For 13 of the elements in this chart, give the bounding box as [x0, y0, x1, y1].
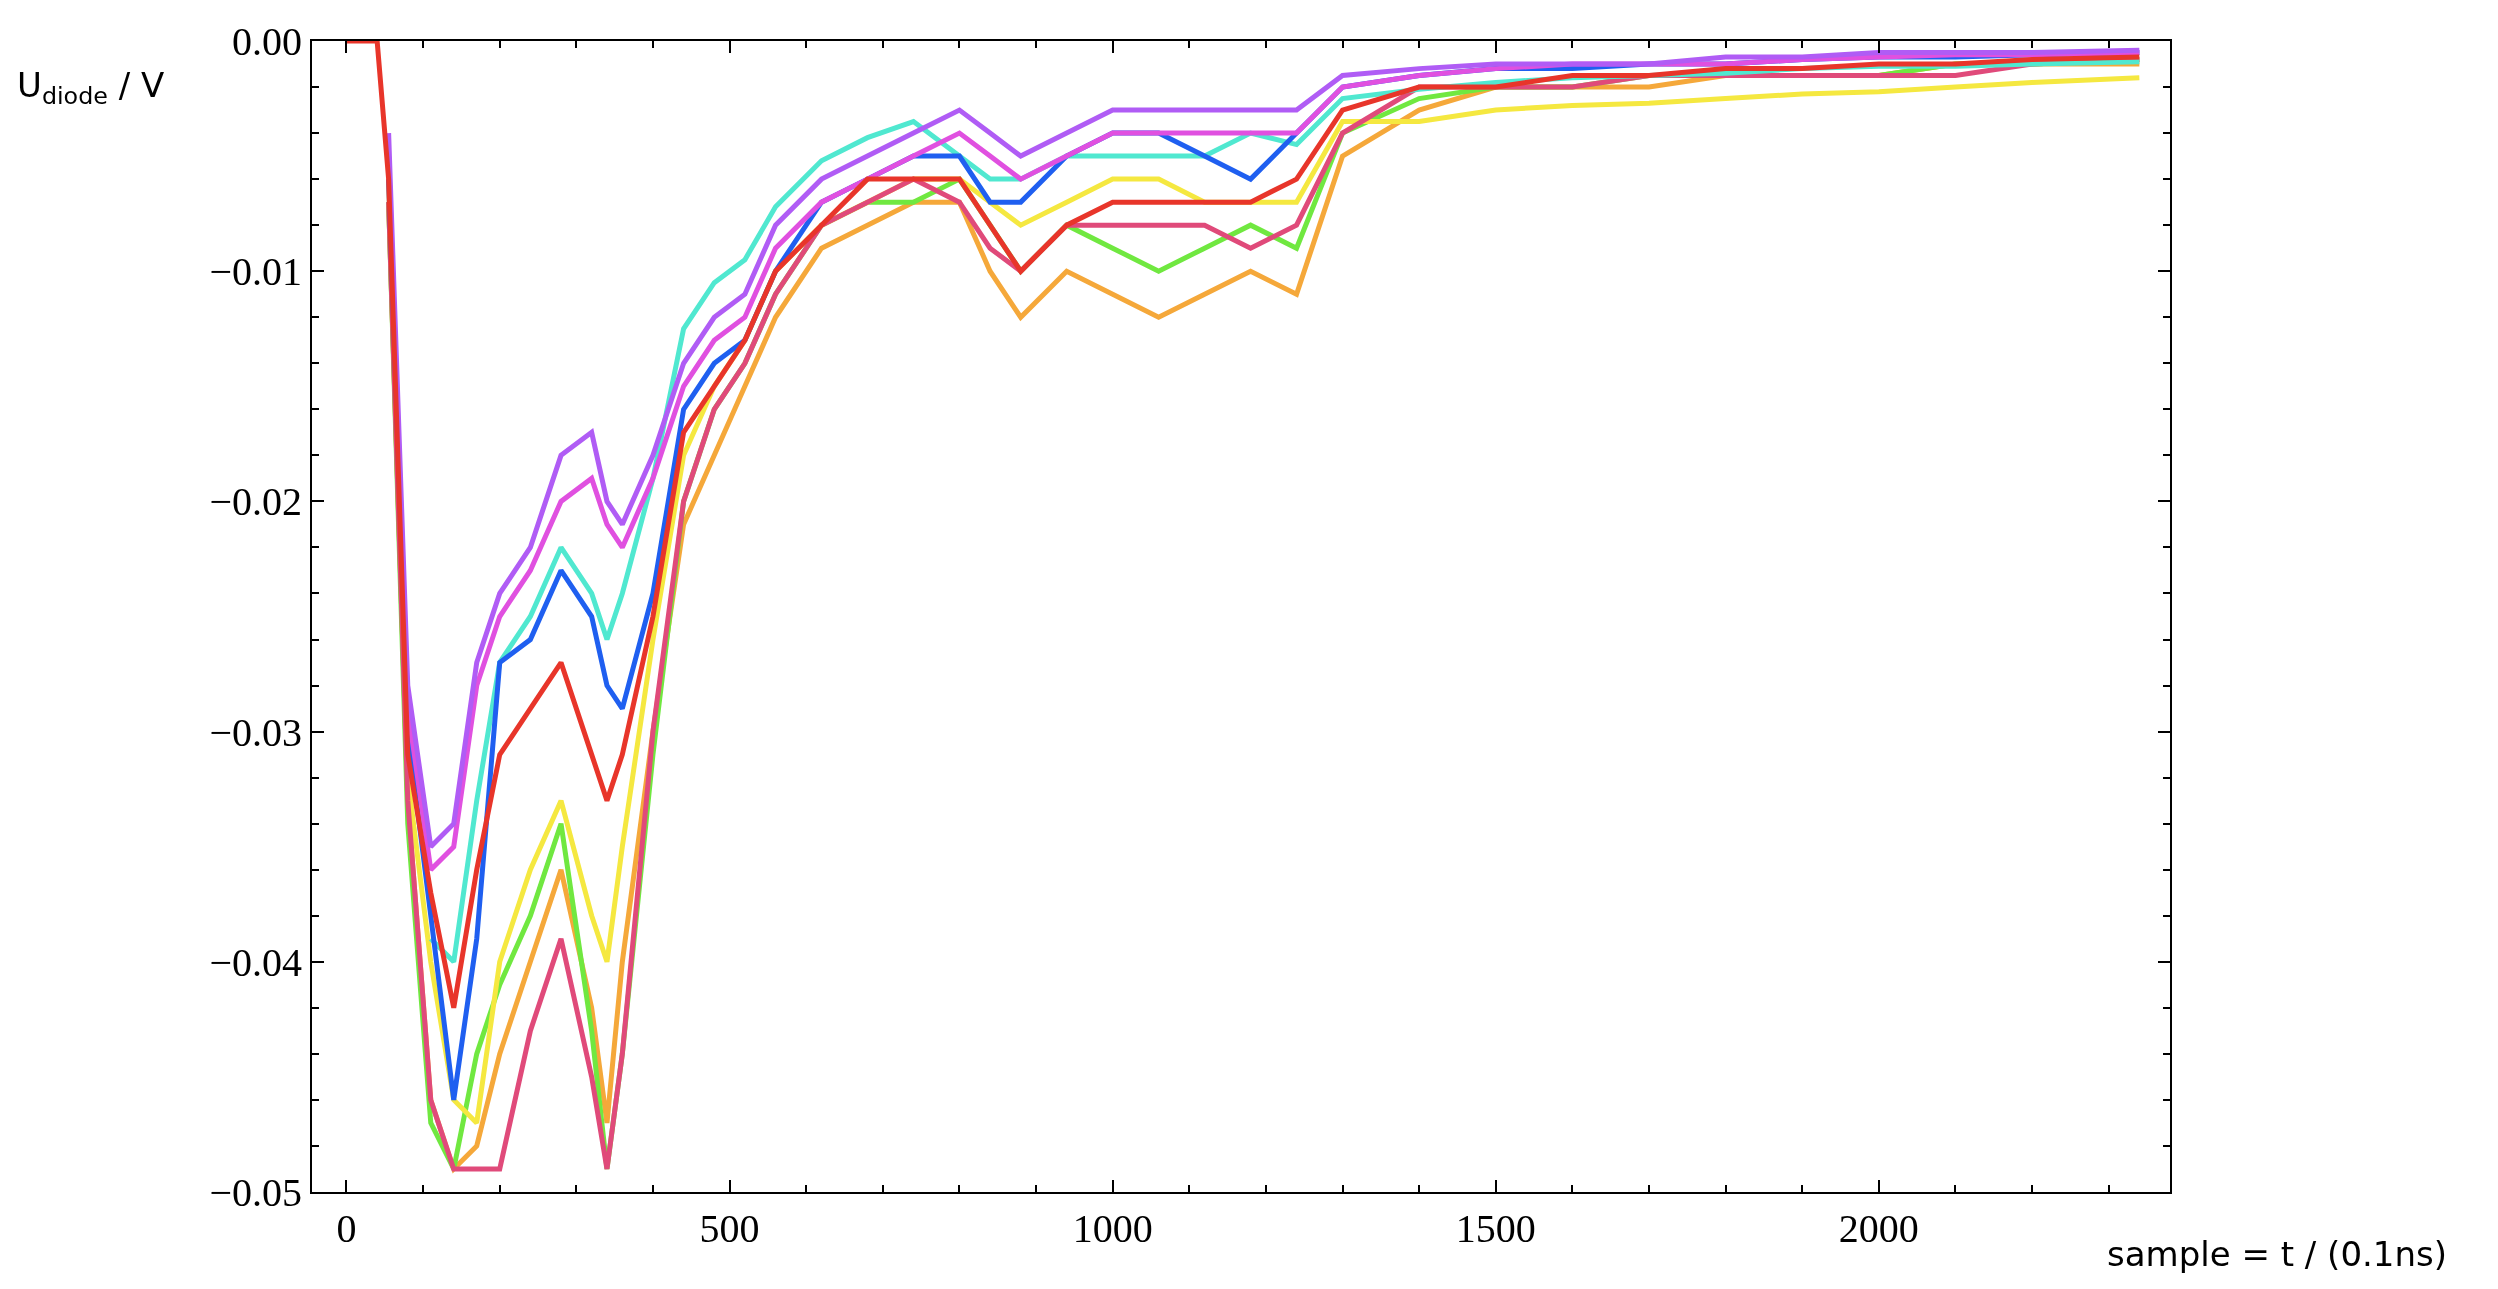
y-tick-label: −0.01: [209, 249, 302, 295]
y-tick-label: 0.00: [232, 19, 302, 64]
x-tick-label: 500: [699, 1206, 760, 1251]
x-axis-title: sample = t / (0.1ns): [2107, 1234, 2447, 1274]
x-tick-label: 0: [336, 1206, 357, 1251]
x-tick-label: 1000: [1072, 1206, 1153, 1251]
x-tick-label: 1500: [1455, 1206, 1536, 1251]
y-axis-title: U$_{diode}$ / V: [17, 65, 165, 111]
y-tick-label: −0.05: [209, 1170, 302, 1215]
y-tick-label: −0.02: [209, 479, 302, 525]
y-tick-label: −0.04: [209, 939, 302, 985]
x-tick-label: 2000: [1838, 1206, 1919, 1251]
y-tick-label: −0.03: [209, 709, 302, 755]
